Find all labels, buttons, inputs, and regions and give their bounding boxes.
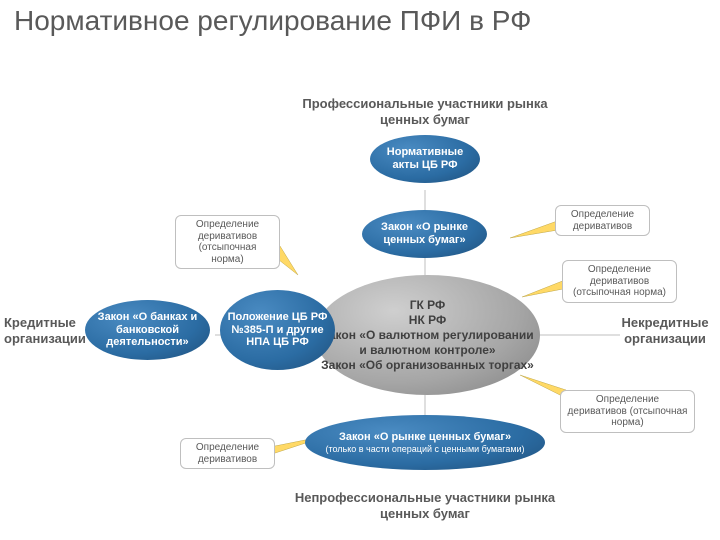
node-center: ГК РФ НК РФ Закон «О валютном регулирова… (315, 275, 540, 395)
callout-5: Определение деривативов (180, 438, 275, 469)
label-left: Кредитные организации (4, 315, 94, 346)
node-bottom1-title: Закон «О рынке ценных бумаг» (339, 431, 511, 444)
node-top1: Нормативные акты ЦБ РФ (370, 135, 480, 183)
label-top: Профессиональные участники рынка ценных … (300, 96, 550, 127)
label-bottom: Непрофессиональные участники рынка ценны… (290, 490, 560, 521)
callout-3: Определение деривативов (отсыпочная норм… (562, 260, 677, 303)
node-left1: Закон «О банках и банковской деятельност… (85, 300, 210, 360)
node-top2: Закон «О рынке ценных бумаг» (362, 210, 487, 258)
callout-4: Определение деривативов (отсыпочная норм… (560, 390, 695, 433)
page-title: Нормативное регулирование ПФИ в РФ (14, 6, 704, 37)
node-bottom1-sub: (только в части операций с ценными бумаг… (325, 444, 524, 454)
node-left2: Положение ЦБ РФ №385-П и другие НПА ЦБ Р… (220, 290, 335, 370)
callout-1: Определение деривативов (отсыпочная норм… (175, 215, 280, 269)
node-bottom1: Закон «О рынке ценных бумаг» (только в ч… (305, 415, 545, 470)
label-right: Некредитные организации (615, 315, 715, 346)
callout-2: Определение деривативов (555, 205, 650, 236)
